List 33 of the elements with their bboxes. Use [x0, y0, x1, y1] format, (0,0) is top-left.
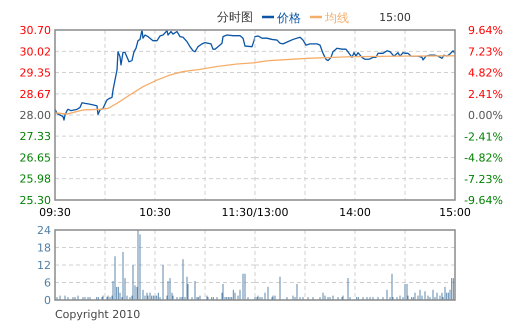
chart-title: 分时图	[217, 10, 253, 24]
legend-label: 价格	[276, 11, 301, 25]
y-tick-label: 6	[44, 276, 51, 290]
y-tick-label: 28.67	[20, 88, 51, 101]
y-tick-label: 30.02	[20, 45, 51, 58]
legend-label: 均线	[324, 11, 349, 25]
y2-tick-label: 9.64%	[468, 24, 503, 37]
x-tick-label: 11:30/13:00	[221, 206, 289, 219]
y-tick-label: 28.00	[20, 109, 51, 122]
y2-tick-label: 0.00%	[468, 109, 503, 122]
y-tick-label: 26.65	[20, 152, 51, 164]
x-tick-label: 09:30	[39, 206, 71, 219]
y2-tick-label: 4.82%	[468, 66, 503, 80]
y-tick-label: 25.98	[20, 172, 51, 186]
text: Copyright 2010	[55, 308, 140, 321]
x-tick-label: 14:00	[339, 206, 371, 219]
y-tick-label: 30.70	[20, 24, 51, 37]
y2-tick-label: 7.23%	[468, 45, 503, 58]
y-tick-label: 12	[37, 259, 51, 272]
y2-tick-label: -9.64%	[464, 194, 503, 207]
y-tick-label: 24	[37, 224, 51, 237]
y-tick-label: 29.35	[20, 66, 51, 80]
y2-tick-label: 2.41%	[468, 88, 503, 101]
x-tick-label: 10:30	[139, 206, 171, 219]
y-tick-label: 25.30	[20, 194, 51, 207]
y-tick-label: 18	[37, 242, 51, 254]
y2-tick-label: -4.82%	[464, 152, 503, 164]
x-tick-label: 15:00	[439, 206, 471, 219]
y2-tick-label: -2.41%	[464, 130, 503, 144]
y2-tick-label: -7.23%	[464, 172, 503, 186]
y-tick-label: 0	[44, 294, 51, 307]
text: 15:00	[379, 11, 411, 24]
y-tick-label: 27.33	[20, 130, 51, 144]
